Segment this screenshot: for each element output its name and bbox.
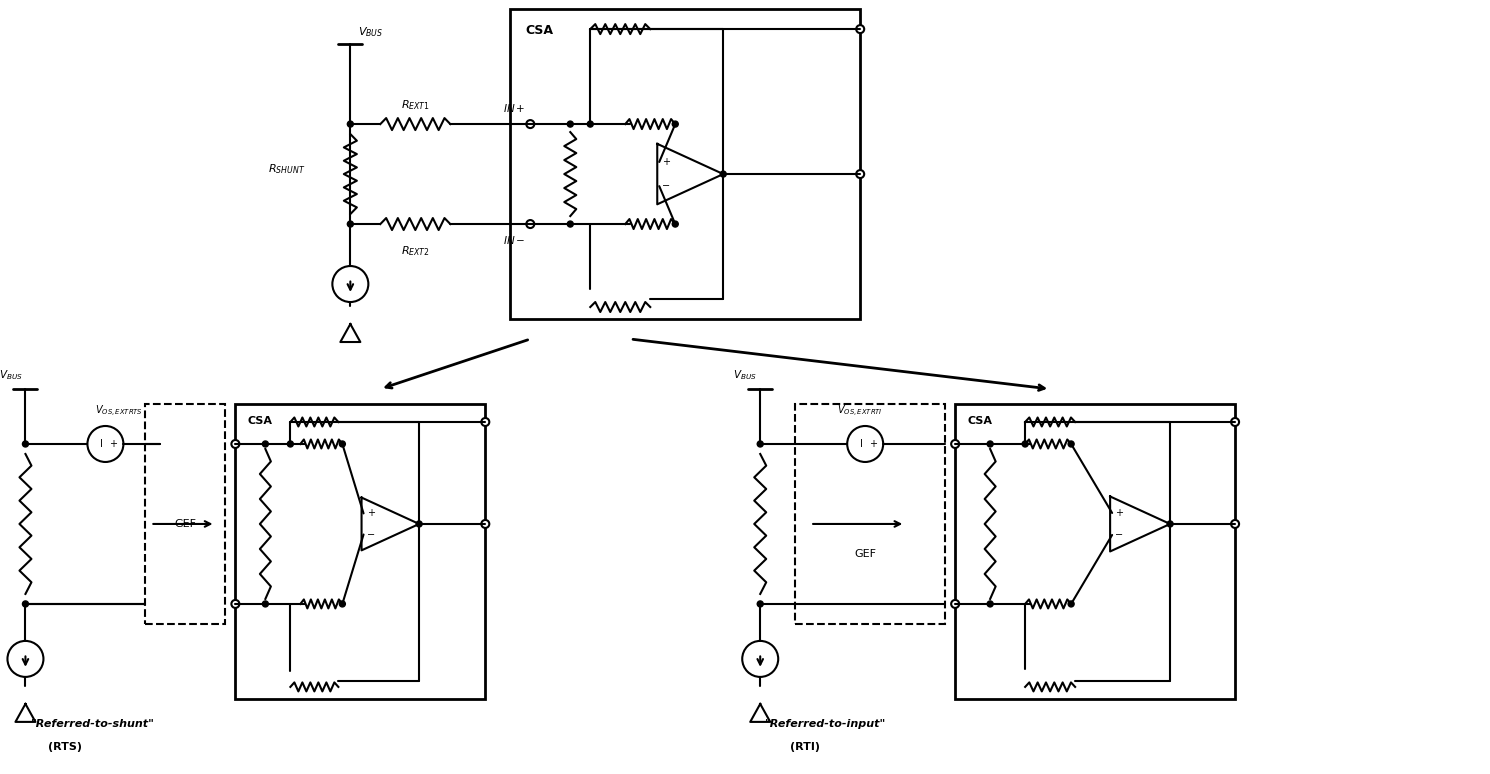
Circle shape: [672, 121, 678, 127]
Text: −: −: [367, 529, 374, 539]
Bar: [796, 404, 945, 624]
Text: $V_{BUS}$: $V_{BUS}$: [733, 368, 757, 382]
Text: +: +: [367, 509, 374, 519]
Circle shape: [742, 641, 778, 677]
Text: "Referred-to-input": "Referred-to-input": [766, 719, 887, 729]
Circle shape: [857, 25, 864, 33]
Text: $R_{EXT1}$: $R_{EXT1}$: [401, 98, 429, 112]
Circle shape: [1068, 601, 1074, 607]
Circle shape: [1167, 521, 1173, 527]
Circle shape: [288, 441, 294, 447]
Text: CSA: CSA: [526, 24, 553, 37]
Circle shape: [672, 221, 678, 227]
Bar: [235, 404, 486, 699]
Circle shape: [1068, 441, 1074, 447]
Text: GEF: GEF: [854, 549, 876, 559]
Bar: [510, 9, 860, 319]
Circle shape: [481, 418, 489, 426]
Text: $V_{OS, EXT RTS}$: $V_{OS, EXT RTS}$: [95, 404, 143, 419]
Circle shape: [988, 441, 994, 447]
Circle shape: [1022, 441, 1028, 447]
Text: (RTI): (RTI): [790, 742, 820, 752]
Circle shape: [857, 170, 864, 178]
Circle shape: [481, 520, 489, 528]
Circle shape: [347, 121, 353, 127]
Circle shape: [526, 120, 535, 128]
Text: +: +: [869, 439, 878, 449]
Circle shape: [7, 641, 43, 677]
Circle shape: [848, 426, 884, 462]
Circle shape: [231, 440, 240, 448]
Text: (RTS): (RTS): [49, 742, 82, 752]
Bar: [955, 404, 1235, 699]
Text: $R_{EXT2}$: $R_{EXT2}$: [401, 244, 429, 258]
Circle shape: [1231, 520, 1240, 528]
Circle shape: [22, 441, 28, 447]
Text: $IN-$: $IN-$: [502, 234, 526, 246]
Text: −: −: [1115, 530, 1123, 540]
Circle shape: [262, 601, 268, 607]
Text: +: +: [662, 157, 671, 167]
Text: $V_{BUS}$: $V_{BUS}$: [359, 26, 383, 39]
Text: $R_{SHUNT}$: $R_{SHUNT}$: [268, 163, 305, 176]
Bar: [146, 404, 225, 624]
Text: $IN+$: $IN+$: [504, 102, 526, 114]
Circle shape: [526, 220, 535, 228]
Circle shape: [416, 521, 422, 527]
Circle shape: [262, 441, 268, 447]
Text: −: −: [662, 181, 671, 191]
Circle shape: [720, 171, 726, 177]
Circle shape: [568, 121, 574, 127]
Circle shape: [951, 600, 960, 608]
Circle shape: [347, 221, 353, 227]
Text: $V_{BUS}$: $V_{BUS}$: [0, 368, 22, 382]
Circle shape: [340, 601, 346, 607]
Circle shape: [757, 441, 763, 447]
Circle shape: [988, 601, 994, 607]
Circle shape: [1231, 418, 1240, 426]
Text: +: +: [109, 439, 118, 449]
Text: I: I: [100, 439, 103, 449]
Text: I: I: [860, 439, 863, 449]
Circle shape: [340, 441, 346, 447]
Circle shape: [568, 221, 574, 227]
Text: $V_{OS, EXT RTI}$: $V_{OS, EXT RTI}$: [837, 404, 884, 419]
Text: "Referred-to-shunt": "Referred-to-shunt": [30, 719, 155, 729]
Text: +: +: [1115, 508, 1123, 518]
Text: CSA: CSA: [967, 416, 992, 426]
Circle shape: [757, 601, 763, 607]
Text: GEF: GEF: [174, 519, 197, 529]
Circle shape: [587, 121, 593, 127]
Circle shape: [332, 266, 368, 302]
Circle shape: [231, 600, 240, 608]
Circle shape: [88, 426, 124, 462]
Circle shape: [22, 601, 28, 607]
Circle shape: [951, 440, 960, 448]
Text: CSA: CSA: [247, 416, 273, 426]
